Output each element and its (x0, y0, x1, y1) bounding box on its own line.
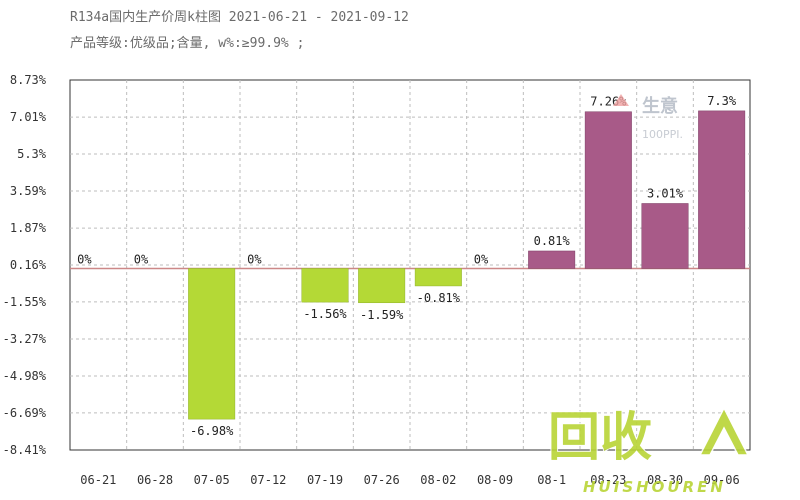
logo-mark (698, 406, 750, 456)
bar (698, 110, 746, 269)
y-tick-label: -6.69% (3, 406, 47, 420)
x-tick-label: 07-12 (250, 473, 286, 487)
bar-value-label: 0% (474, 252, 489, 266)
y-tick-label: -3.27% (3, 332, 47, 346)
x-tick-label: 08-30 (647, 473, 683, 487)
bar-value-label: 0% (247, 252, 262, 266)
x-tick-label: 06-21 (80, 473, 116, 487)
x-tick-label: 07-05 (194, 473, 230, 487)
y-tick-label: -1.55% (3, 295, 47, 309)
bar-value-label: 7.3% (707, 94, 737, 108)
y-tick-label: 0.16% (10, 258, 47, 272)
bar (301, 268, 349, 303)
x-tick-label: 06-28 (137, 473, 173, 487)
bar-value-label: -6.98% (190, 424, 234, 438)
bar (414, 268, 462, 287)
x-tick-label: 08-09 (477, 473, 513, 487)
x-tick-label: 08-23 (590, 473, 626, 487)
y-tick-label: 3.59% (10, 184, 47, 198)
bar (188, 268, 236, 420)
bar-value-label: -1.59% (360, 308, 404, 322)
bar (641, 203, 689, 269)
chart-subtitle: 产品等级:优级品;含量, w%:≥99.9% ; (70, 36, 305, 51)
watermark-sub: 100PPI. (642, 128, 683, 141)
x-tick-label: 09-06 (704, 473, 740, 487)
logo-text: 回收 (548, 408, 652, 468)
bar-value-label: 3.01% (647, 186, 684, 200)
watermark-text: 生意 (642, 95, 678, 117)
bar-value-label: -1.56% (303, 307, 347, 321)
y-tick-label: -4.98% (3, 369, 47, 383)
x-tick-label: 08-1 (537, 473, 566, 487)
y-tick-label: 1.87% (10, 221, 47, 235)
bar (358, 268, 406, 304)
y-tick-label: 7.01% (10, 110, 47, 124)
y-tick-label: 5.3% (17, 147, 47, 161)
y-tick-label: 8.73% (10, 73, 47, 87)
bar (584, 111, 632, 269)
y-tick-label: -8.41% (3, 443, 47, 457)
bar-value-label: 0% (134, 252, 149, 266)
x-tick-label: 08-02 (420, 473, 456, 487)
bar-value-label: 0.81% (534, 234, 571, 248)
chart-title: R134a国内生产价周k柱图 2021-06-21 - 2021-09-12 (70, 10, 409, 25)
bar-value-label: -0.81% (417, 291, 461, 305)
x-tick-label: 07-19 (307, 473, 343, 487)
bar-value-label: 0% (77, 252, 92, 266)
logo-subtext: HUISHOUREN (583, 478, 726, 496)
x-tick-label: 07-26 (364, 473, 400, 487)
bar (528, 250, 576, 269)
watermark-triangle (613, 94, 629, 106)
